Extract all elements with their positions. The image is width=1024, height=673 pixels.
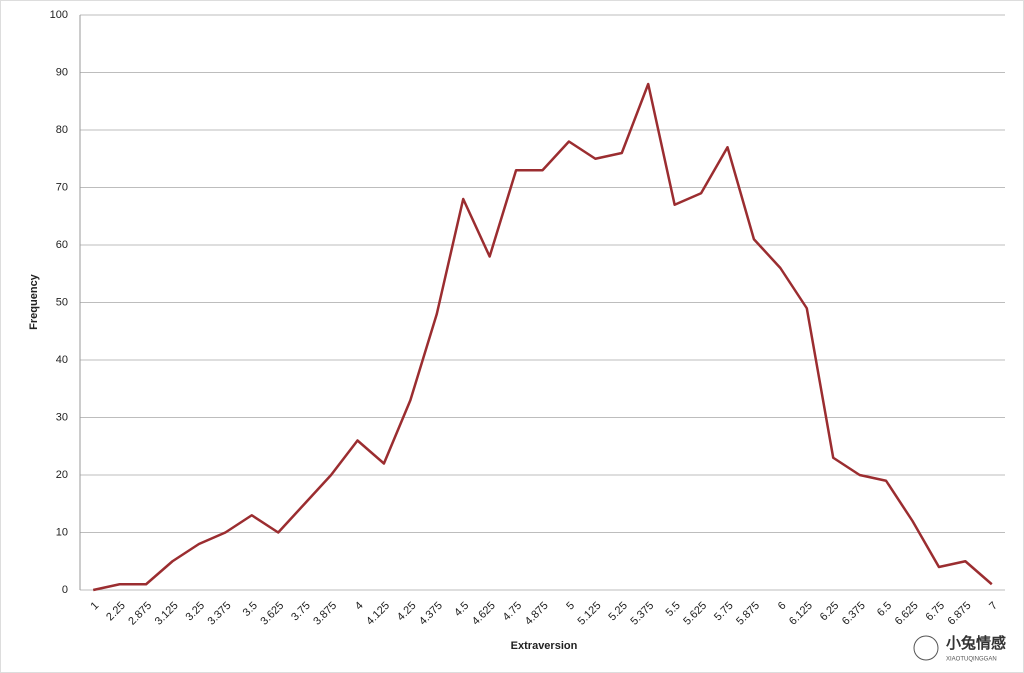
- y-tick-label: 20: [56, 469, 68, 481]
- y-tick-label: 70: [56, 181, 68, 193]
- y-tick-label: 10: [56, 526, 68, 538]
- y-axis-label: Frequency: [28, 273, 40, 330]
- line: [92, 82, 993, 592]
- y-tick-label: 50: [56, 296, 68, 308]
- watermark-icon: [913, 635, 939, 661]
- y-tick-label: 0: [62, 584, 68, 596]
- y-tick-label: 80: [56, 124, 68, 136]
- y-tick-label: 60: [56, 239, 68, 251]
- watermark-text: 小兔情感: [946, 634, 1006, 652]
- y-tick-label: 40: [56, 354, 68, 366]
- y-tick-label: 100: [50, 9, 68, 21]
- watermark: 小兔情感 XIAOTUQINGGAN: [913, 634, 1006, 663]
- y-tick-label: 90: [56, 66, 68, 78]
- y-tick-label: 30: [56, 411, 68, 423]
- watermark-subtext: XIAOTUQINGGAN: [946, 657, 997, 663]
- x-axis-label: Extraversion: [511, 640, 578, 652]
